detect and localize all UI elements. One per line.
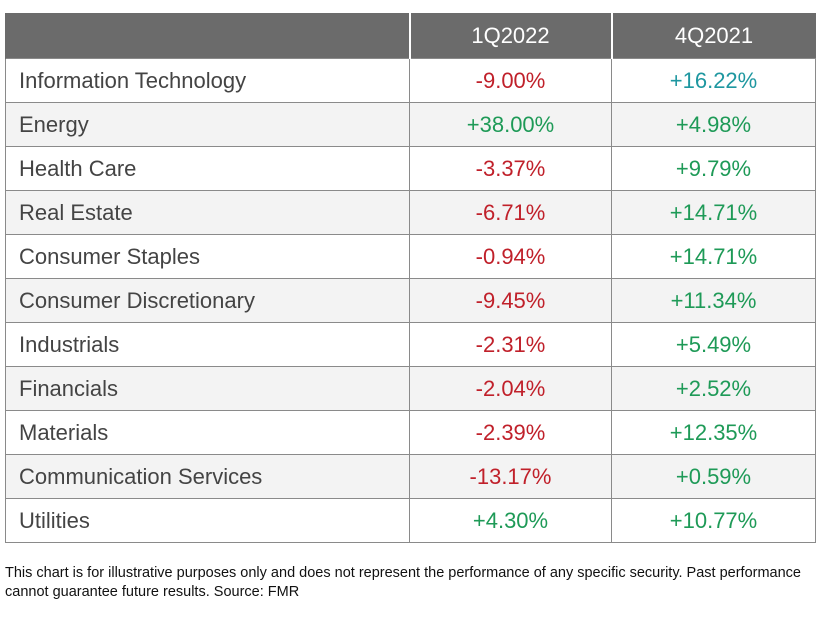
- value-1q2022-cell: -2.31%: [409, 322, 612, 367]
- value-1q2022-cell: +4.30%: [409, 498, 612, 543]
- value-1q2022-cell: -0.94%: [409, 234, 612, 279]
- value-4q2021-cell: +11.34%: [611, 278, 816, 323]
- sector-cell: Industrials: [5, 322, 410, 367]
- table-row: Materials -2.39% +12.35%: [5, 410, 816, 455]
- table-row: Consumer Staples -0.94% +14.71%: [5, 234, 816, 279]
- value-1q2022-cell: -3.37%: [409, 146, 612, 191]
- table-row: Industrials -2.31% +5.49%: [5, 322, 816, 367]
- value-4q2021-cell: +0.59%: [611, 454, 816, 499]
- value-4q2021-cell: +5.49%: [611, 322, 816, 367]
- header-1q2022: 1Q2022: [408, 13, 612, 59]
- value-4q2021-cell: +4.98%: [611, 102, 816, 147]
- sector-cell: Consumer Discretionary: [5, 278, 410, 323]
- sector-cell: Health Care: [5, 146, 410, 191]
- sector-cell: Utilities: [5, 498, 410, 543]
- sector-cell: Communication Services: [5, 454, 410, 499]
- table-row: Consumer Discretionary -9.45% +11.34%: [5, 278, 816, 323]
- value-4q2021-cell: +14.71%: [611, 234, 816, 279]
- table-row: Utilities +4.30% +10.77%: [5, 498, 816, 543]
- value-1q2022-cell: -13.17%: [409, 454, 612, 499]
- table-row: Health Care -3.37% +9.79%: [5, 146, 816, 191]
- value-1q2022-cell: -6.71%: [409, 190, 612, 235]
- sector-cell: Information Technology: [5, 58, 410, 103]
- value-1q2022-cell: -2.04%: [409, 366, 612, 411]
- footnote: This chart is for illustrative purposes …: [5, 565, 801, 600]
- value-1q2022-cell: -9.00%: [409, 58, 612, 103]
- header-sector: [5, 13, 410, 59]
- sector-cell: Real Estate: [5, 190, 410, 235]
- value-4q2021-cell: +10.77%: [611, 498, 816, 543]
- value-1q2022-cell: -2.39%: [409, 410, 612, 455]
- sector-cell: Financials: [5, 366, 410, 411]
- table-row: Energy +38.00% +4.98%: [5, 102, 816, 147]
- header-row: 1Q2022 4Q2021: [5, 13, 816, 59]
- sector-cell: Energy: [5, 102, 410, 147]
- value-4q2021-cell: +14.71%: [611, 190, 816, 235]
- value-1q2022-cell: +38.00%: [409, 102, 612, 147]
- value-4q2021-cell: +16.22%: [611, 58, 816, 103]
- value-4q2021-cell: +2.52%: [611, 366, 816, 411]
- sector-cell: Materials: [5, 410, 410, 455]
- sector-cell: Consumer Staples: [5, 234, 410, 279]
- value-4q2021-cell: +12.35%: [611, 410, 816, 455]
- sector-performance-table: 1Q2022 4Q2021 Information Technology -9.0…: [5, 13, 816, 543]
- table-row: Financials -2.04% +2.52%: [5, 366, 816, 411]
- table-row: Real Estate -6.71% +14.71%: [5, 190, 816, 235]
- value-4q2021-cell: +9.79%: [611, 146, 816, 191]
- header-4q2021: 4Q2021: [610, 13, 816, 59]
- table-header: 1Q2022 4Q2021: [5, 13, 816, 59]
- table-body: Information Technology -9.00% +16.22% Energ…: [5, 58, 816, 543]
- table-row: Information Technology -9.00% +16.22%: [5, 58, 816, 103]
- table-row: Communication Services -13.17% +0.59%: [5, 454, 816, 499]
- value-1q2022-cell: -9.45%: [409, 278, 612, 323]
